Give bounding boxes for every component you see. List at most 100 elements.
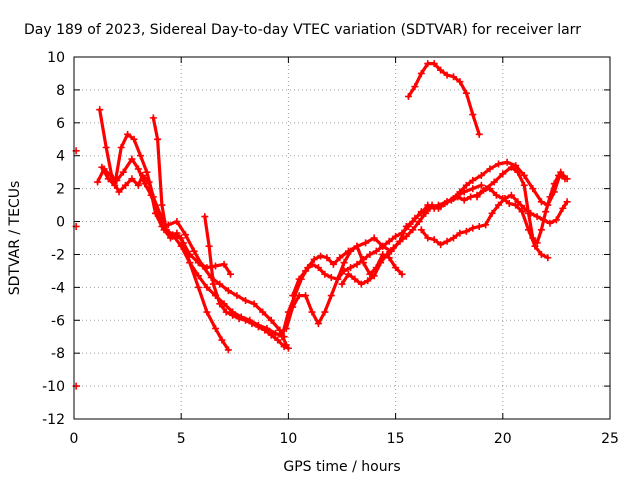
data-point <box>274 336 282 344</box>
data-point <box>242 316 250 324</box>
data-point <box>295 275 303 283</box>
data-point <box>460 196 468 204</box>
data-point <box>477 181 485 189</box>
data-point <box>302 267 310 275</box>
data-point <box>353 260 361 268</box>
data-point <box>456 78 464 86</box>
data-point <box>128 175 136 183</box>
data-point <box>327 292 335 300</box>
data-point <box>366 270 374 278</box>
x-tick-label: 20 <box>494 431 512 447</box>
data-point <box>424 234 432 242</box>
data-point <box>162 226 170 234</box>
data-point <box>267 316 275 324</box>
data-point <box>340 267 348 275</box>
data-point <box>216 280 224 288</box>
data-point <box>389 244 397 252</box>
data-point <box>409 226 417 234</box>
data-point <box>456 229 464 237</box>
data-point <box>495 201 503 209</box>
data-point <box>308 260 316 268</box>
y-tick-label: 8 <box>56 83 65 99</box>
data-point <box>422 209 430 217</box>
data-point <box>353 242 361 250</box>
data-point <box>314 264 322 272</box>
data-point <box>98 163 106 171</box>
data-point <box>383 250 391 258</box>
data-point <box>437 241 445 249</box>
data-point <box>205 242 213 250</box>
data-point <box>321 270 329 278</box>
data-point <box>370 234 378 242</box>
y-tick-label: -10 <box>42 379 65 395</box>
data-point <box>475 130 483 138</box>
data-point <box>430 60 438 68</box>
data-point <box>209 280 217 288</box>
data-point <box>428 201 436 209</box>
data-point <box>507 163 515 171</box>
data-point <box>143 168 151 176</box>
data-point <box>124 130 132 138</box>
data-point <box>233 292 241 300</box>
data-point <box>212 325 220 332</box>
data-point <box>520 171 528 179</box>
data-point <box>212 262 220 270</box>
data-point <box>248 320 256 328</box>
data-point <box>242 297 250 305</box>
data-point <box>398 270 406 278</box>
data-point <box>443 71 451 79</box>
data-point <box>177 234 185 242</box>
data-point <box>254 323 262 331</box>
data-point <box>512 162 520 170</box>
data-point <box>486 165 494 173</box>
y-tick-label: 0 <box>56 215 65 231</box>
series-line <box>406 62 481 136</box>
data-point <box>259 308 267 316</box>
plot-frame <box>73 56 611 420</box>
data-point <box>302 292 310 300</box>
data-point <box>370 272 378 280</box>
data-point <box>462 227 470 235</box>
data-point <box>546 193 554 201</box>
data-point <box>503 158 511 166</box>
data-point <box>501 195 509 203</box>
series-arc-11 <box>473 163 569 247</box>
data-point <box>218 336 226 344</box>
data-point <box>505 199 513 207</box>
data-point <box>385 237 393 245</box>
data-point <box>537 226 545 234</box>
data-point <box>441 199 449 207</box>
data-point <box>136 152 144 160</box>
y-tick-label: -4 <box>51 280 65 296</box>
data-point <box>121 181 129 189</box>
data-point <box>456 188 464 196</box>
data-point <box>130 135 138 143</box>
data-point <box>314 320 322 328</box>
series-line <box>291 160 569 298</box>
data-point <box>336 254 344 262</box>
data-point <box>377 259 385 267</box>
data-point <box>462 181 470 189</box>
data-point <box>323 254 331 262</box>
data-point <box>434 204 442 212</box>
data-point <box>149 114 157 122</box>
data-point <box>424 60 432 68</box>
data-point <box>488 209 496 217</box>
data-point <box>227 270 235 278</box>
data-point <box>417 69 425 77</box>
data-point <box>477 171 485 179</box>
data-point <box>134 165 142 173</box>
data-point <box>514 168 522 176</box>
y-tick-label: 4 <box>56 149 65 165</box>
data-point <box>417 226 425 234</box>
data-point <box>250 300 258 308</box>
data-point <box>359 255 367 263</box>
data-point <box>469 176 477 184</box>
data-point <box>550 180 558 188</box>
data-point <box>482 221 490 229</box>
data-point <box>525 209 533 217</box>
data-point <box>372 247 380 255</box>
series-line <box>98 108 288 347</box>
data-point <box>282 325 290 332</box>
